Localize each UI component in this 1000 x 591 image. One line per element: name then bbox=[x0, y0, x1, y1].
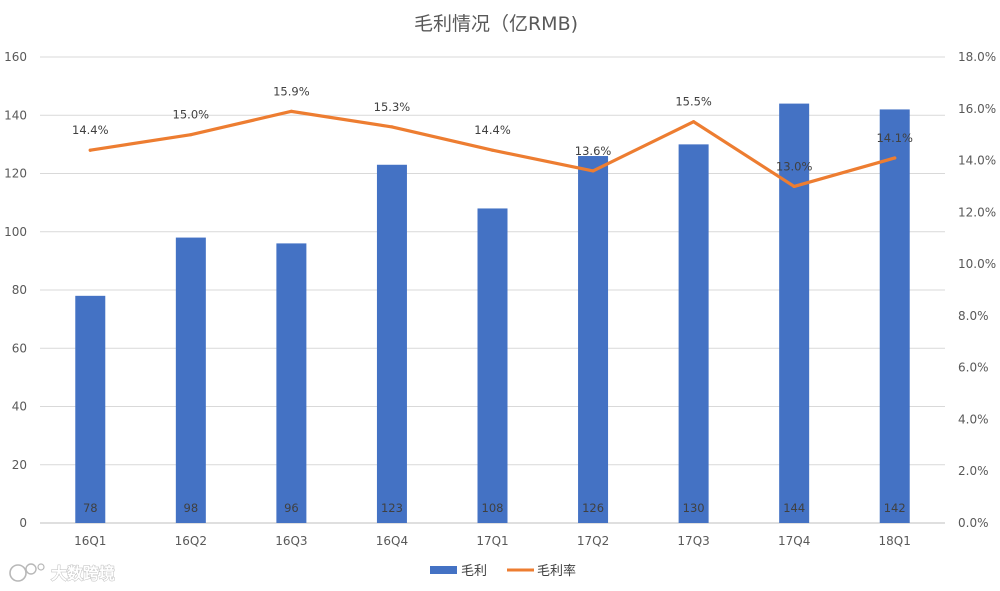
right-axis-tick-label: 10.0% bbox=[958, 257, 996, 271]
line-point bbox=[88, 148, 92, 152]
legend-label-gross-margin: 毛利率 bbox=[537, 563, 576, 579]
line-point bbox=[692, 120, 696, 124]
legend: 毛利 毛利率 bbox=[430, 563, 576, 579]
bar-data-label: 126 bbox=[582, 501, 604, 515]
right-axis-tick-label: 16.0% bbox=[958, 102, 996, 116]
right-axis-tick-label: 2.0% bbox=[958, 464, 989, 478]
bar bbox=[779, 103, 810, 523]
left-axis-tick-label: 0 bbox=[19, 516, 27, 530]
line-data-label: 15.3% bbox=[374, 100, 411, 114]
right-axis-tick-label: 6.0% bbox=[958, 361, 989, 375]
bar bbox=[75, 295, 106, 523]
line-point bbox=[490, 148, 495, 152]
bar bbox=[578, 156, 609, 523]
bar bbox=[175, 237, 206, 523]
x-axis-tick-label: 16Q1 bbox=[74, 534, 106, 548]
line-point bbox=[591, 169, 595, 173]
bar-data-label: 130 bbox=[683, 501, 705, 515]
bar-data-label: 123 bbox=[381, 501, 403, 515]
line-point bbox=[390, 125, 394, 129]
left-axis-tick-label: 80 bbox=[12, 283, 27, 297]
brand-logo-icon bbox=[9, 563, 45, 582]
bar-data-label: 144 bbox=[783, 501, 805, 515]
legend-label-gross-profit: 毛利 bbox=[461, 564, 487, 579]
data-labels: 78 98 96 123 108 126 130 144 142 14.4% 15.0% 15.9% 1… bbox=[72, 84, 913, 515]
x-axis-tick-label: 17Q1 bbox=[476, 534, 508, 548]
line-data-label: 13.6% bbox=[575, 144, 612, 158]
left-axis-tick-label: 100 bbox=[4, 225, 27, 239]
bar-data-label: 78 bbox=[83, 501, 98, 515]
line-data-label: 14.4% bbox=[474, 123, 511, 137]
bar-data-label: 108 bbox=[482, 501, 504, 515]
left-axis-tick-label: 40 bbox=[12, 400, 27, 414]
right-axis-tick-label: 4.0% bbox=[958, 412, 989, 426]
left-axis-tick-label: 20 bbox=[12, 458, 27, 472]
line-point bbox=[792, 184, 796, 189]
line-series bbox=[88, 109, 897, 189]
x-axis-tick-label: 17Q2 bbox=[577, 534, 609, 548]
left-axis-tick-label: 140 bbox=[4, 108, 27, 122]
legend-bar-swatch bbox=[430, 566, 457, 574]
left-axis-tick-label: 120 bbox=[4, 167, 27, 181]
x-axis-tick-label: 16Q3 bbox=[275, 534, 307, 548]
watermark-text: 大数跨境 bbox=[51, 564, 115, 583]
x-axis-tick-label: 17Q3 bbox=[677, 534, 709, 548]
axes: 0 20 40 60 80 100 120 140 160 0.0% 2.0% 4.0% 6.0% 8.0… bbox=[4, 50, 996, 548]
x-axis-tick-label: 18Q1 bbox=[879, 534, 911, 548]
bar bbox=[477, 208, 508, 523]
line-point bbox=[289, 109, 293, 113]
x-axis-tick-label: 16Q2 bbox=[175, 534, 207, 548]
line-data-label: 15.9% bbox=[273, 84, 310, 98]
chart-title: 毛利情况（亿RMB) bbox=[414, 13, 578, 35]
line-data-label: 14.4% bbox=[72, 123, 109, 137]
x-axis-tick-label: 17Q4 bbox=[778, 534, 810, 548]
x-axis-tick-label: 16Q4 bbox=[376, 534, 408, 548]
line-data-label: 15.5% bbox=[675, 95, 712, 109]
bar bbox=[678, 144, 709, 523]
watermark: 大数跨境 bbox=[9, 563, 115, 583]
bar-data-label: 98 bbox=[184, 501, 199, 515]
bar-series bbox=[75, 103, 910, 524]
left-axis-tick-label: 60 bbox=[12, 341, 27, 355]
right-axis-tick-label: 8.0% bbox=[958, 309, 989, 323]
line-data-label: 14.1% bbox=[876, 131, 913, 145]
bar-data-label: 96 bbox=[284, 501, 299, 515]
left-axis-tick-label: 160 bbox=[4, 50, 27, 64]
right-axis-tick-label: 12.0% bbox=[958, 205, 996, 219]
bar bbox=[879, 109, 910, 524]
bar bbox=[276, 243, 307, 523]
right-axis-tick-label: 0.0% bbox=[958, 516, 989, 530]
right-axis-tick-label: 18.0% bbox=[958, 50, 996, 64]
right-axis-tick-label: 14.0% bbox=[958, 154, 996, 168]
line-data-label: 13.0% bbox=[776, 159, 813, 173]
line-point bbox=[893, 156, 897, 160]
line-data-label: 15.0% bbox=[173, 108, 210, 122]
bar-data-label: 142 bbox=[884, 501, 906, 515]
bar bbox=[376, 164, 407, 523]
line-point bbox=[189, 133, 193, 137]
